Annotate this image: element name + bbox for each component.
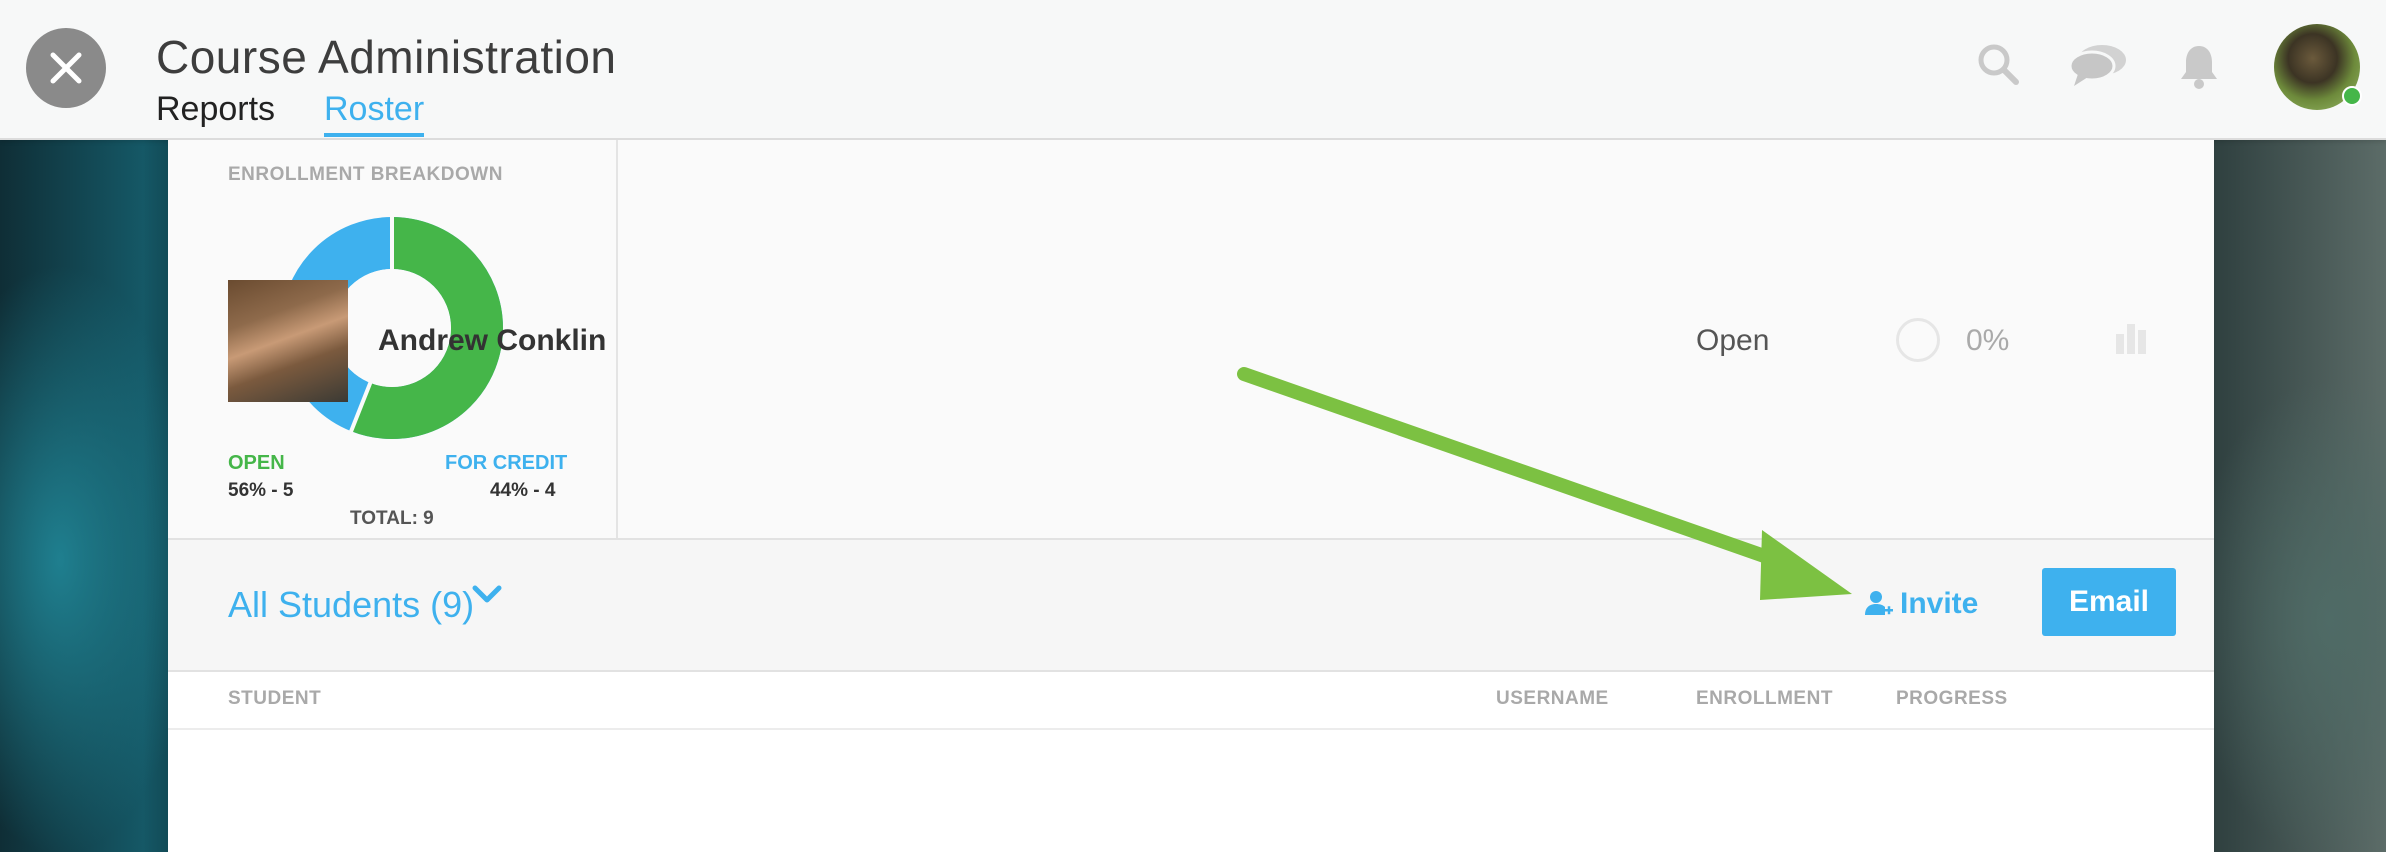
legend-open-label: OPEN [228, 452, 285, 474]
add-user-icon [1865, 591, 1893, 615]
bar-chart-icon[interactable] [2114, 320, 2148, 354]
bell-icon[interactable] [2178, 42, 2220, 95]
invite-button[interactable]: Invite [1864, 582, 1978, 626]
online-status-indicator [2342, 86, 2362, 106]
student-enrollment: Open [1696, 324, 1770, 357]
roster-panel: ENROLLMENT BREAKDOWN OPEN FOR CREDIT 56%… [168, 140, 2214, 852]
enrollment-breakdown-title: ENROLLMENT BREAKDOWN [228, 164, 503, 185]
tab-reports[interactable]: Reports [156, 90, 276, 128]
search-icon[interactable] [1976, 42, 2020, 91]
column-header-progress[interactable]: PROGRESS [1896, 688, 2008, 709]
for-credit-value: 44% - 4 [490, 480, 556, 501]
student-progress: 0% [1966, 324, 2010, 357]
close-button[interactable] [26, 28, 106, 108]
open-value: 56% - 5 [228, 480, 294, 501]
progress-ring [1896, 318, 1940, 362]
chevron-down-icon[interactable] [472, 582, 502, 606]
table-body: Andrew Conklin Open 0% [168, 140, 2214, 852]
top-bar: Course Administration Reports Roster [0, 0, 2386, 140]
enrollment-breakdown: ENROLLMENT BREAKDOWN OPEN FOR CREDIT 56%… [168, 140, 618, 538]
donut-hole [333, 269, 451, 387]
column-header-student[interactable]: STUDENT [228, 688, 322, 709]
email-button[interactable]: Email [2042, 568, 2176, 636]
table-header: STUDENT USERNAME ENROLLMENT PROGRESS [168, 670, 2214, 730]
user-avatar[interactable] [2274, 24, 2362, 110]
donut-separator-bottom [348, 377, 374, 433]
legend-for-credit-label: FOR CREDIT [445, 452, 568, 474]
student-filter-dropdown[interactable]: All Students (9) [228, 584, 475, 625]
chat-icon[interactable] [2068, 42, 2128, 93]
enrollment-total: TOTAL: 9 [350, 508, 434, 529]
student-photo [228, 280, 348, 402]
tab-roster[interactable]: Roster [324, 90, 425, 137]
page-title: Course Administration [156, 31, 617, 83]
column-header-enrollment[interactable]: ENROLLMENT [1696, 688, 1833, 709]
student-name[interactable]: Andrew Conklin [378, 324, 607, 357]
column-header-username[interactable]: USERNAME [1496, 688, 1609, 709]
close-icon [50, 52, 82, 84]
filter-bar: All Students (9) Invite Email [168, 538, 2214, 672]
invite-label: Invite [1900, 587, 1979, 620]
